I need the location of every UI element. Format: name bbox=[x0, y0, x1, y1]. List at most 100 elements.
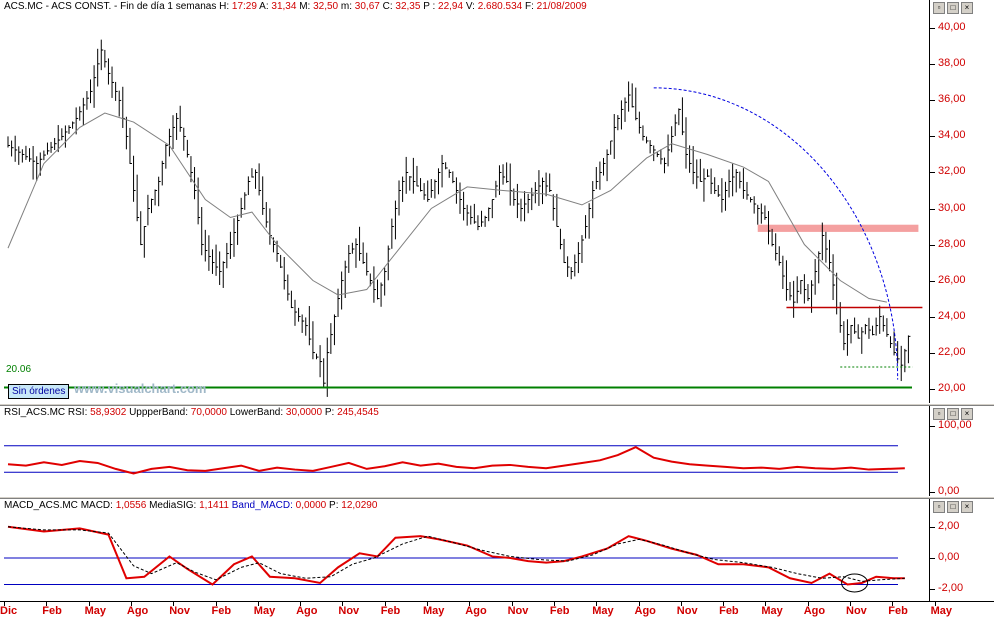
price-axis-tick bbox=[930, 28, 935, 30]
date-axis-tick bbox=[807, 602, 809, 606]
period: Fin de día 1 semanas bbox=[120, 1, 217, 12]
rsi-axis-tick bbox=[930, 492, 935, 493]
macd-axis-tick bbox=[930, 589, 935, 591]
rsi-close-icon[interactable]: × bbox=[961, 408, 973, 420]
pane-splitter[interactable] bbox=[0, 403, 994, 406]
date-axis-label: Nov bbox=[846, 605, 867, 617]
pane-splitter-2[interactable] bbox=[0, 496, 994, 499]
rsi-maximize-icon[interactable]: □ bbox=[947, 408, 959, 420]
date-axis-label: Nov bbox=[338, 605, 360, 617]
sig-value: 1,1411 bbox=[199, 500, 229, 511]
price-axis-tick bbox=[930, 316, 935, 318]
rsi-name: RSI_ACS.MC bbox=[4, 407, 66, 418]
maximize-icon[interactable]: □ bbox=[947, 2, 959, 14]
date-axis-label: Ago bbox=[296, 605, 318, 617]
lb-label: LowerBand: bbox=[229, 407, 284, 418]
rsi-restore-icon[interactable]: ▫ bbox=[933, 408, 945, 420]
rsi-chart[interactable] bbox=[0, 406, 929, 496]
date-axis-label: Nov bbox=[169, 605, 190, 617]
f-label: F: bbox=[524, 1, 534, 12]
date-axis-label: Nov bbox=[507, 605, 529, 617]
orders-button[interactable]: Sin órdenes bbox=[8, 384, 70, 399]
price-axis-label: 34,00 bbox=[938, 129, 966, 142]
macd-axis-label: 0,00 bbox=[938, 551, 960, 563]
watermark: www.visualchart.com bbox=[74, 381, 207, 396]
rsi-axis: ▫ □ × 100,00 0,00 bbox=[929, 406, 994, 497]
c-label: C: bbox=[382, 1, 393, 12]
macd-restore-icon[interactable]: ▫ bbox=[933, 501, 945, 513]
price-axis-label: 32,00 bbox=[938, 165, 966, 178]
macd-axis-label: -2,00 bbox=[938, 582, 964, 595]
price-axis-label: 28,00 bbox=[938, 237, 966, 250]
m-value: 32,50 bbox=[313, 1, 339, 12]
band-value: 0,0000 bbox=[295, 500, 327, 511]
rsi-axis-tick bbox=[930, 426, 935, 427]
min-value: 30,67 bbox=[354, 1, 380, 12]
date-axis-label: May bbox=[253, 605, 276, 617]
price-axis-tick bbox=[930, 280, 935, 282]
h-value: 17:29 bbox=[231, 1, 257, 12]
date-axis-label: Feb bbox=[719, 605, 739, 617]
date-axis-tick bbox=[384, 602, 386, 606]
date-axis-label: Ago bbox=[465, 605, 487, 617]
macd-maximize-icon[interactable]: □ bbox=[947, 501, 959, 513]
date-axis-tick bbox=[892, 602, 894, 606]
rsi-label: RSI: bbox=[67, 407, 88, 418]
macd-p-label: P: bbox=[329, 500, 339, 511]
macd-value: 1,0556 bbox=[115, 500, 147, 511]
date-axis-label: Ago bbox=[803, 605, 826, 617]
price-axis-tick bbox=[930, 352, 935, 354]
price-chart[interactable] bbox=[0, 0, 929, 403]
date-axis-tick bbox=[850, 602, 851, 606]
date-axis-tick bbox=[215, 602, 217, 606]
band-label: Band_MACD: bbox=[231, 500, 293, 511]
date-axis-tick bbox=[173, 602, 175, 606]
price-header: ACS.MC - ACS CONST. - Fin de día 1 seman… bbox=[4, 1, 587, 12]
date-axis-tick bbox=[934, 602, 936, 606]
date-axis-label: May bbox=[930, 605, 952, 617]
close-icon[interactable]: × bbox=[961, 2, 973, 14]
macd-crossover-circle bbox=[841, 573, 869, 593]
date-axis-label: Ago bbox=[634, 605, 656, 617]
date-axis-label: Feb bbox=[549, 605, 570, 617]
price-axis-label: 24,00 bbox=[938, 309, 966, 322]
restore-icon[interactable]: ▫ bbox=[933, 2, 945, 14]
rsi-line bbox=[7, 445, 905, 475]
rsi-header: RSI_ACS.MC RSI: 58,9302 UppperBand: 70,0… bbox=[4, 406, 379, 419]
macd-p-value: 12,0290 bbox=[341, 500, 378, 511]
ub-label: UppperBand: bbox=[129, 407, 189, 418]
macd-close-icon[interactable]: × bbox=[961, 501, 973, 513]
price-axis-tick bbox=[930, 64, 935, 66]
sig-label: MediaSIG: bbox=[149, 500, 197, 511]
macd-axis-label: 2,00 bbox=[938, 519, 960, 532]
m-label: M: bbox=[299, 1, 311, 12]
date-axis-label: Feb bbox=[380, 605, 401, 617]
price-axis-tick bbox=[930, 172, 935, 174]
date-axis-tick bbox=[469, 602, 471, 606]
date-axis-tick bbox=[46, 602, 48, 606]
h-label: H: bbox=[219, 1, 230, 12]
a-value: 31,34 bbox=[271, 1, 297, 12]
signal-line bbox=[7, 526, 905, 582]
date-axis-label: May bbox=[84, 605, 106, 617]
resistance-zone bbox=[757, 224, 919, 232]
f-value: 21/08/2009 bbox=[536, 1, 587, 12]
date-axis-label: Feb bbox=[888, 605, 908, 617]
c-value: 32,35 bbox=[395, 1, 421, 12]
date-axis-tick bbox=[723, 602, 725, 606]
price-axis-tick bbox=[930, 100, 935, 102]
p-value: 22,94 bbox=[438, 1, 464, 12]
moving-average-line bbox=[7, 112, 887, 303]
rsi-value: 58,9302 bbox=[90, 407, 127, 418]
price-pane: ACS.MC - ACS CONST. - Fin de día 1 seman… bbox=[0, 0, 929, 403]
price-axis-label: 30,00 bbox=[938, 201, 966, 214]
rsi-pane: RSI_ACS.MC RSI: 58,9302 UppperBand: 70,0… bbox=[0, 406, 929, 496]
date-axis-tick bbox=[765, 602, 767, 606]
date-axis-tick bbox=[427, 602, 428, 606]
macd-name: MACD_ACS.MC bbox=[4, 500, 78, 511]
macd-chart[interactable] bbox=[0, 499, 929, 601]
date-axis-label: Nov bbox=[676, 605, 698, 617]
date-axis-tick bbox=[130, 602, 132, 606]
macd-axis-tick bbox=[930, 526, 935, 528]
price-axis-tick bbox=[930, 388, 935, 390]
